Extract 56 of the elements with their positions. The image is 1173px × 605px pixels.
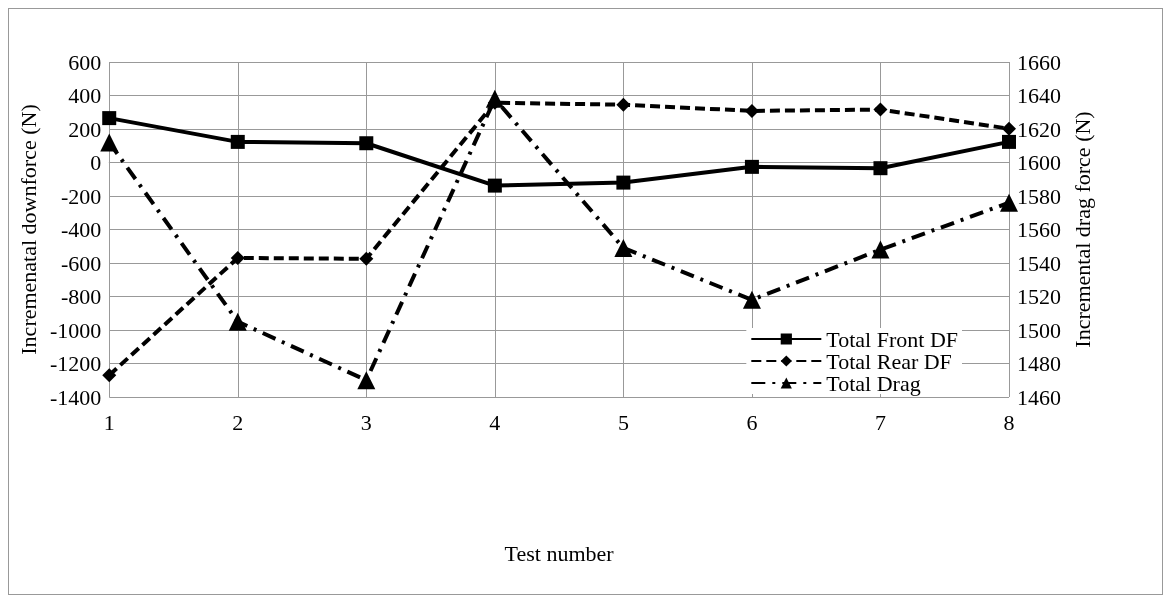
y2-tick-label: 1620 (1017, 116, 1061, 142)
point (357, 371, 376, 390)
y2-tick-label: 1540 (1017, 250, 1061, 276)
y2-axis-title: Incremental drag force (N) (1070, 111, 1096, 348)
y-tick-label: 200 (68, 116, 102, 142)
y-tick-label: 600 (68, 49, 102, 75)
x-tick-label: 1 (103, 409, 115, 435)
x-tick-label: 5 (617, 409, 629, 435)
y2-tick-label: 1580 (1017, 183, 1061, 209)
y-tick-label: -400 (60, 217, 102, 242)
point (742, 290, 761, 309)
point (744, 159, 759, 174)
y-tick-label: -1200 (49, 351, 102, 376)
point (230, 250, 245, 265)
y2-tick-label: 1600 (1017, 150, 1061, 175)
point (487, 178, 502, 193)
y-tick-label: 400 (68, 83, 102, 108)
x-tick-label: 4 (489, 409, 501, 435)
y-tick-label: -1400 (49, 384, 102, 410)
point (100, 133, 119, 152)
point (359, 251, 374, 266)
x-tick-label: 2 (232, 409, 244, 435)
y2-tick-label: 1560 (1017, 217, 1061, 242)
point (102, 368, 117, 383)
point (616, 175, 631, 190)
point (616, 97, 631, 112)
y-tick-label: -1000 (49, 317, 102, 343)
y-tick-label: -800 (60, 284, 102, 309)
y-axis-title: Incremenatal downforce (N) (15, 104, 41, 355)
y2-tick-label: 1640 (1017, 83, 1061, 108)
x-axis-title: Test number (504, 540, 615, 566)
y2-tick-label: 1500 (1017, 317, 1061, 343)
point (230, 134, 245, 149)
x-tick-label: 8 (1003, 409, 1015, 435)
y2-tick-label: 1660 (1017, 49, 1061, 75)
point (359, 136, 374, 151)
x-tick-label: 6 (746, 409, 758, 435)
point (614, 238, 633, 257)
y2-tick-label: 1460 (1017, 384, 1061, 410)
y2-tick-label: 1520 (1017, 284, 1061, 309)
point (873, 161, 888, 176)
point (1002, 121, 1016, 136)
point (873, 102, 888, 117)
x-tick-label: 7 (874, 409, 886, 435)
point (744, 103, 759, 118)
y2-tick-label: 1480 (1017, 351, 1061, 376)
point (102, 111, 117, 126)
point (871, 240, 890, 259)
y-tick-label: -200 (60, 183, 102, 209)
y-tick-label: 0 (90, 150, 102, 175)
x-tick-label: 3 (360, 409, 372, 435)
point (1002, 134, 1016, 149)
point (485, 89, 504, 108)
point (1000, 193, 1018, 212)
y-tick-label: -600 (60, 250, 102, 276)
point (228, 312, 247, 331)
